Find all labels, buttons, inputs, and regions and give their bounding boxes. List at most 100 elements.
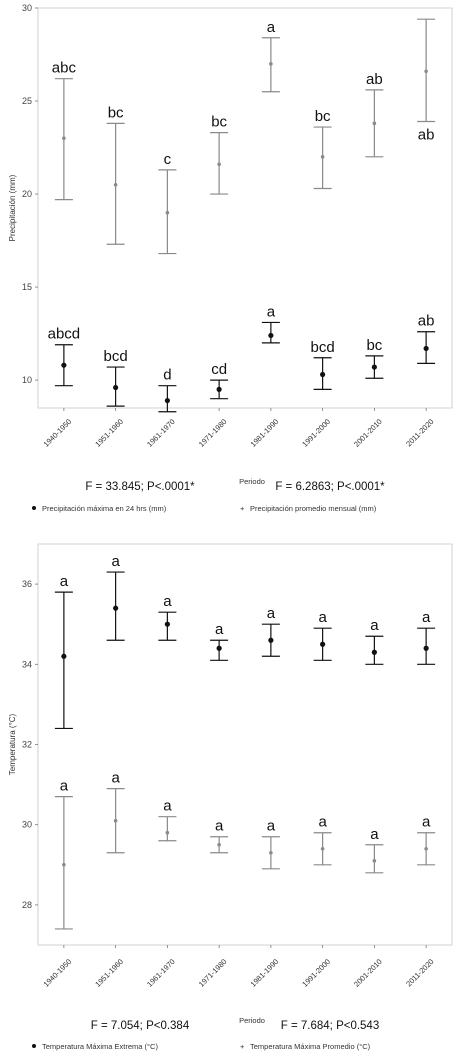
significance-letter: a: [111, 770, 120, 787]
y-tick-label: 30: [22, 820, 32, 830]
data-point: [371, 364, 377, 370]
y-tick-label: 10: [22, 375, 32, 385]
y-tick-label: 15: [22, 282, 32, 292]
significance-letter: ab: [366, 71, 383, 88]
significance-letter: a: [215, 818, 224, 835]
data-point: [423, 645, 429, 651]
stat-light-series: F = 7.684; P<0.543: [281, 1020, 379, 1032]
significance-letter: bcd: [311, 339, 335, 356]
x-tick-label: 1940-1950: [42, 957, 74, 989]
data-point: [269, 62, 273, 66]
significance-letter: a: [267, 605, 276, 622]
data-point: [372, 858, 377, 863]
significance-letter: a: [215, 621, 224, 638]
data-point: [164, 397, 170, 404]
significance-letter: a: [422, 609, 431, 626]
x-tick-label: 1981-1990: [249, 417, 281, 449]
x-tick-label: 1940-1950: [42, 417, 74, 449]
legend-marker-dark: [32, 1044, 36, 1048]
x-tick-label: 1981-1990: [249, 957, 281, 989]
data-point: [113, 818, 118, 823]
data-point: [268, 637, 274, 643]
significance-letter: bc: [366, 337, 382, 354]
stat-light-series: F = 6.2863; P<.0001*: [275, 481, 385, 493]
data-point: [217, 162, 221, 167]
y-tick-label: 28: [22, 900, 32, 910]
data-point: [320, 641, 326, 647]
legend-label-dark: Temperatura Máxima Extrema (°C): [42, 1042, 158, 1051]
plot-frame: [37, 543, 453, 946]
stat-dark-series: F = 33.845; P<.0001*: [85, 481, 195, 493]
data-point: [164, 621, 170, 627]
significance-letter: a: [370, 826, 379, 843]
significance-letter: a: [60, 573, 69, 590]
x-tick-label: 1971-1980: [197, 417, 229, 449]
data-point: [113, 605, 119, 611]
significance-letter: a: [267, 19, 276, 36]
data-point: [165, 830, 170, 835]
significance-letter: d: [163, 367, 171, 384]
y-tick-label: 25: [22, 96, 32, 106]
y-axis-title: Precipitación (mm): [8, 174, 17, 241]
legend-label-light: Precipitación promedio mensual (mm): [250, 504, 377, 513]
significance-letter: a: [318, 814, 327, 831]
significance-letter: c: [164, 151, 172, 168]
stat-dark-series: F = 7.054; P<0.384: [91, 1020, 190, 1032]
data-point: [113, 182, 118, 187]
data-point: [62, 863, 66, 867]
data-point: [371, 649, 377, 655]
significance-letter: a: [60, 778, 69, 795]
significance-letter: a: [163, 798, 172, 815]
significance-letter: abc: [52, 60, 77, 77]
x-tick-label: 1951-1960: [93, 417, 125, 449]
significance-letter: a: [267, 303, 276, 320]
legend-marker-dark: [32, 506, 36, 510]
x-tick-label: 2001-2010: [352, 957, 384, 989]
significance-letter: a: [318, 609, 327, 626]
data-point: [61, 653, 67, 659]
data-point: [165, 210, 170, 215]
significance-letter: ab: [418, 126, 435, 143]
significance-letter: a: [163, 593, 172, 610]
legend-title: Periodo: [239, 1016, 265, 1025]
significance-letter: bc: [315, 108, 331, 125]
data-point: [216, 386, 222, 392]
significance-letter: bc: [108, 104, 124, 121]
significance-letter: a: [422, 814, 431, 831]
data-point: [320, 846, 325, 851]
y-tick-label: 34: [22, 659, 32, 669]
y-tick-label: 20: [22, 189, 32, 199]
legend-label-light: Temperatura Máxima Promedio (°C): [250, 1042, 371, 1051]
legend-marker-light: +: [240, 1042, 245, 1051]
legend-label-dark: Precipitación máxima en 24 hrs (mm): [42, 504, 167, 513]
data-point: [62, 136, 66, 141]
data-point: [423, 345, 429, 352]
y-axis-title: Temperatura (°C): [8, 713, 17, 775]
data-point: [424, 69, 428, 74]
significance-letter: bcd: [104, 348, 128, 365]
x-tick-label: 1961-1970: [145, 957, 177, 989]
data-point: [424, 846, 428, 851]
x-tick-label: 1991-2000: [300, 957, 332, 989]
significance-letter: ab: [418, 313, 435, 330]
temperature-chart: 28 30 32 34 36 Temperatura (°C) 1940-1950 1951-…: [8, 543, 453, 1051]
significance-letter: abcd: [48, 326, 81, 343]
precipitation-chart: 10 15 20 25 30 Precipitación (mm) 1940-1950 195…: [8, 3, 453, 513]
x-tick-label: 2001-2010: [352, 417, 384, 449]
plot-frame: [37, 7, 453, 409]
data-point: [268, 332, 274, 339]
legend-title: Periodo: [239, 477, 265, 486]
data-point: [372, 121, 377, 126]
x-tick-label: 2011-2020: [404, 417, 435, 448]
x-tick-label: 1951-1960: [93, 957, 125, 989]
x-tick-label: 1971-1980: [197, 957, 229, 989]
data-point: [320, 371, 326, 378]
x-tick-label: 2011-2020: [404, 957, 435, 988]
significance-letter: bc: [211, 114, 227, 131]
significance-letter: cd: [211, 361, 227, 378]
significance-letter: a: [267, 818, 276, 835]
y-tick-label: 36: [22, 579, 32, 589]
y-tick-label: 32: [22, 740, 32, 750]
data-point: [61, 362, 67, 368]
data-point: [269, 850, 273, 855]
